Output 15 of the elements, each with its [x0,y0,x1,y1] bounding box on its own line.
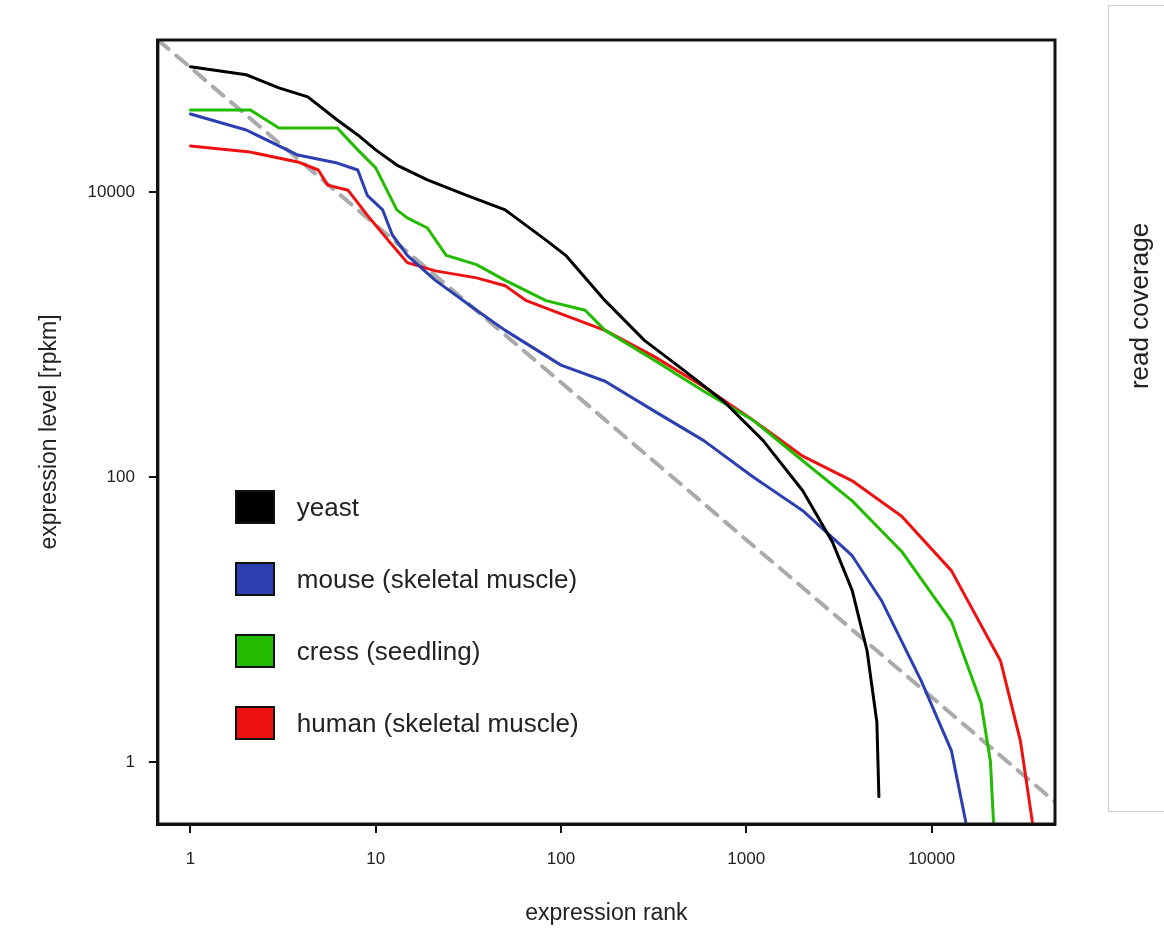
x-tick-label: 1000 [727,848,766,868]
legend-label: human (skeletal muscle) [296,707,579,739]
legend-label: yeast [296,491,360,523]
legend-label: mouse (skeletal muscle) [296,563,578,595]
text: read coverage [1123,222,1155,390]
x-tick-label: 10000 [907,848,956,868]
x-axis-title: expression rank [525,898,689,925]
x-tick-label: 1 [185,848,196,868]
y-tick-label: 10000 [87,181,135,201]
y-tick-label: 100 [106,466,135,486]
y-tick-label: 1 [125,751,135,771]
x-tick-label: 10 [366,848,386,868]
y-axis-title: expression level [rpkm] [35,314,62,550]
x-tick-label: 100 [546,848,576,868]
legend-label: cress (seedling) [296,635,481,667]
